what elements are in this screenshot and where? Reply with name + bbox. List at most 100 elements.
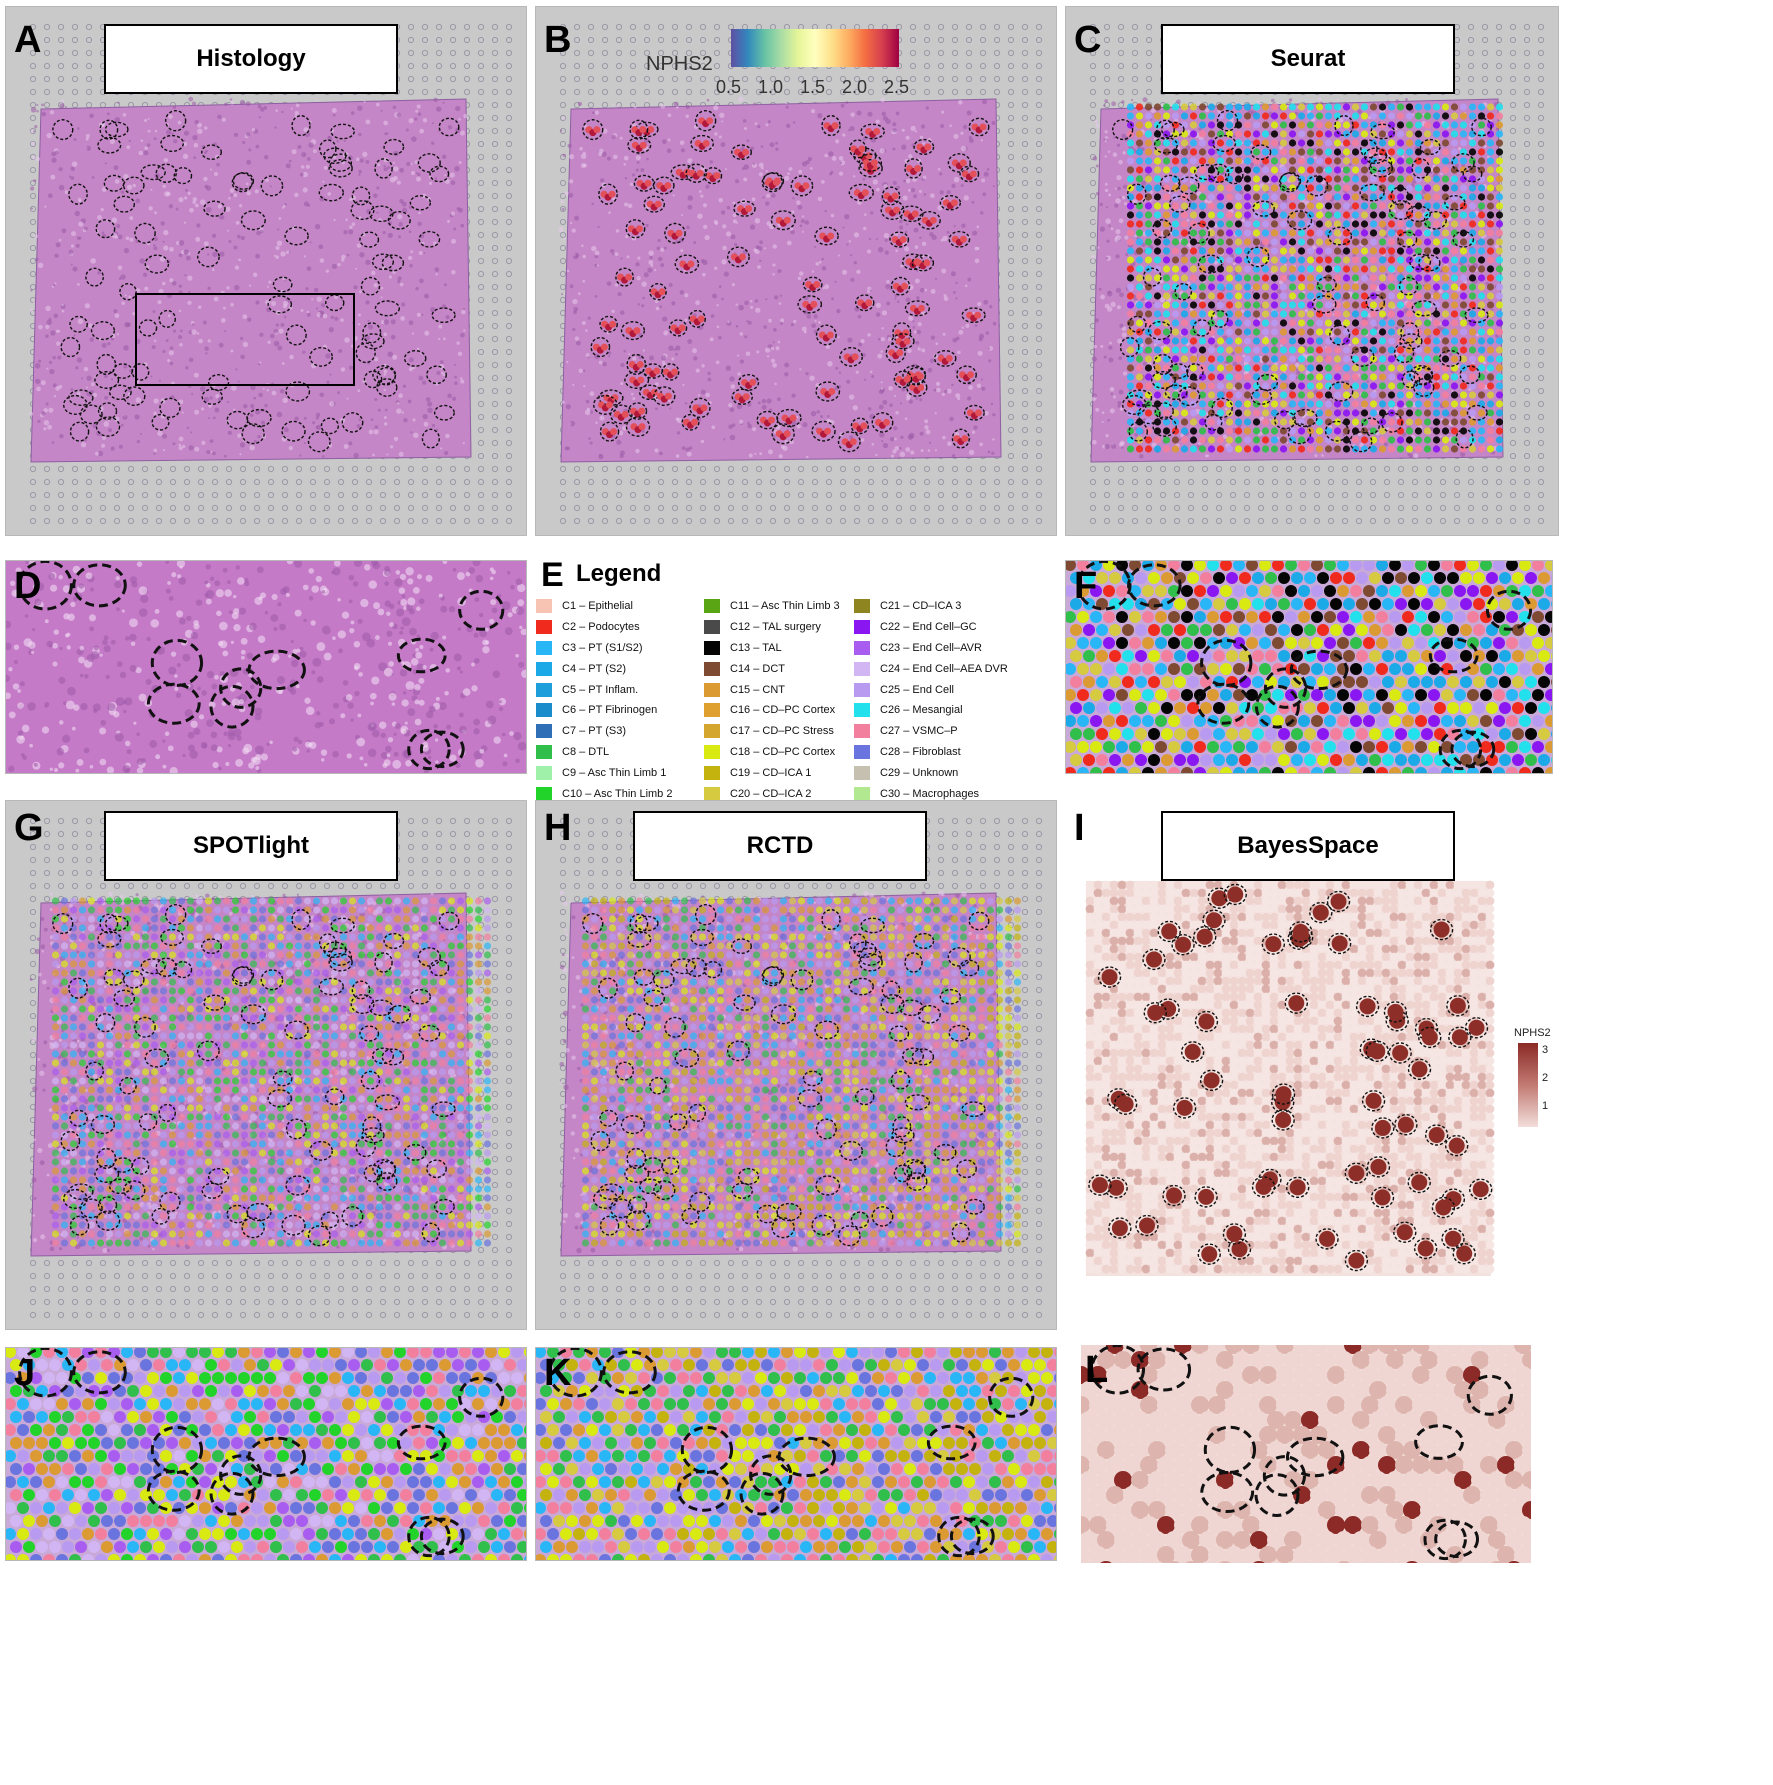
legend-swatch <box>854 744 870 759</box>
tissue-image <box>29 23 513 525</box>
legend-item: C3 – PT (S1/S2) <box>536 638 672 659</box>
legend-item: C20 – CD–ICA 2 <box>704 783 840 804</box>
panel-d-histology-zoom: D <box>5 560 527 774</box>
legend-swatch <box>704 661 720 676</box>
legend-swatch <box>704 640 720 655</box>
legend-item: C25 – End Cell <box>854 679 1008 700</box>
legend-label: C14 – DCT <box>730 663 785 675</box>
legend-label: C11 – Asc Thin Limb 3 <box>730 600 840 612</box>
legend-swatch <box>854 640 870 655</box>
legend-item: C1 – Epithelial <box>536 596 672 617</box>
colorbar-tick: 1.5 <box>800 77 825 98</box>
legend-label: C15 – CNT <box>730 684 785 696</box>
legend-item: C27 – VSMC–P <box>854 721 1008 742</box>
colorbar-tick: 1.0 <box>758 77 783 98</box>
zoom-image <box>6 561 526 773</box>
legend-label: C28 – Fibroblast <box>880 746 961 758</box>
legend-label: C19 – CD–ICA 1 <box>730 767 811 779</box>
panel-e-legend: E Legend C1 – Epithelial C2 – Podocytes C3… <box>536 556 1056 801</box>
legend-swatch <box>854 661 870 676</box>
colorbar-tick: 1 <box>1542 1100 1548 1112</box>
bayes-image <box>1085 880 1495 1276</box>
legend-swatch <box>536 703 552 718</box>
legend-label: C25 – End Cell <box>880 684 954 696</box>
legend-swatch <box>704 765 720 780</box>
panel-letter: J <box>14 1354 35 1392</box>
legend-label: C16 – CD–PC Cortex <box>730 704 835 716</box>
panel-title: SPOTlight <box>104 811 398 881</box>
legend-item: C2 – Podocytes <box>536 617 672 638</box>
legend-item: C12 – TAL surgery <box>704 617 840 638</box>
legend-label: C20 – CD–ICA 2 <box>730 788 811 800</box>
legend-swatch <box>854 703 870 718</box>
legend-label: C8 – DTL <box>562 746 609 758</box>
legend-column: C21 – CD–ICA 3 C22 – End Cell–GC C23 – End… <box>854 596 1008 804</box>
legend-label: C1 – Epithelial <box>562 600 633 612</box>
legend-swatch <box>704 599 720 614</box>
legend-label: C9 – Asc Thin Limb 1 <box>562 767 666 779</box>
colorbar-tick: 0.5 <box>716 77 741 98</box>
legend-item: C18 – CD–PC Cortex <box>704 742 840 763</box>
legend-item: C8 – DTL <box>536 742 672 763</box>
legend-item: C4 – PT (S2) <box>536 658 672 679</box>
legend-swatch <box>536 765 552 780</box>
panel-b-nphs2-expression: B NPHS2 0.5 1.0 1.5 2.0 2.5 <box>535 6 1057 536</box>
legend-label: C22 – End Cell–GC <box>880 621 977 633</box>
legend-label: C7 – PT (S3) <box>562 725 626 737</box>
panel-letter: B <box>544 21 571 59</box>
legend-swatch <box>704 682 720 697</box>
legend-item: C26 – Mesangial <box>854 700 1008 721</box>
zoom-image <box>536 1348 1056 1560</box>
colorbar <box>731 29 899 67</box>
legend-item: C30 – Macrophages <box>854 783 1008 804</box>
panel-c-seurat: C Seurat <box>1065 6 1559 536</box>
panel-letter: G <box>14 809 44 847</box>
legend-label: C29 – Unknown <box>880 767 958 779</box>
panel-letter: A <box>14 21 41 59</box>
panel-letter: I <box>1074 809 1085 847</box>
panel-letter: K <box>544 1354 571 1392</box>
legend-title: Legend <box>576 560 661 588</box>
panel-h-rctd: H RCTD <box>535 800 1057 1330</box>
panel-title: RCTD <box>633 811 927 881</box>
panel-letter: F <box>1074 567 1097 605</box>
legend-label: C30 – Macrophages <box>880 788 979 800</box>
legend-column: C11 – Asc Thin Limb 3 C12 – TAL surgery C1… <box>704 596 840 804</box>
zoom-image <box>1066 561 1552 773</box>
legend-label: C27 – VSMC–P <box>880 725 958 737</box>
colorbar-label: NPHS2 <box>1514 1027 1551 1039</box>
panel-f-seurat-zoom: F <box>1065 560 1553 774</box>
legend-swatch <box>854 786 870 801</box>
tissue-image <box>558 23 1043 525</box>
panel-j-spotlight-zoom: J <box>5 1347 527 1561</box>
zoom-image <box>1081 1345 1531 1563</box>
legend-swatch <box>536 724 552 739</box>
legend-swatch <box>854 620 870 635</box>
legend-label: C4 – PT (S2) <box>562 663 626 675</box>
legend-label: C5 – PT Inflam. <box>562 684 638 696</box>
legend-swatch <box>704 703 720 718</box>
legend-item: C15 – CNT <box>704 679 840 700</box>
legend-label: C3 – PT (S1/S2) <box>562 642 643 654</box>
legend-item: C28 – Fibroblast <box>854 742 1008 763</box>
legend-label: C23 – End Cell–AVR <box>880 642 982 654</box>
legend-swatch <box>536 661 552 676</box>
legend-item: C22 – End Cell–GC <box>854 617 1008 638</box>
panel-letter: L <box>1085 1351 1108 1389</box>
legend-item: C11 – Asc Thin Limb 3 <box>704 596 840 617</box>
legend-swatch <box>704 724 720 739</box>
panel-letter: C <box>1074 21 1101 59</box>
legend-label: C17 – CD–PC Stress <box>730 725 834 737</box>
colorbar-ticks: 0.5 1.0 1.5 2.0 2.5 <box>716 77 916 99</box>
colorbar-tick: 2.5 <box>884 77 909 98</box>
panel-l-bayesspace-zoom: L <box>1080 1344 1532 1564</box>
legend-swatch <box>854 682 870 697</box>
legend-item: C9 – Asc Thin Limb 1 <box>536 762 672 783</box>
legend-item: C6 – PT Fibrinogen <box>536 700 672 721</box>
legend-swatch <box>536 620 552 635</box>
legend-label: C24 – End Cell–AEA DVR <box>880 663 1008 675</box>
legend-swatch <box>536 599 552 614</box>
legend-swatch <box>704 620 720 635</box>
legend-swatch <box>854 765 870 780</box>
panel-k-rctd-zoom: K <box>535 1347 1057 1561</box>
